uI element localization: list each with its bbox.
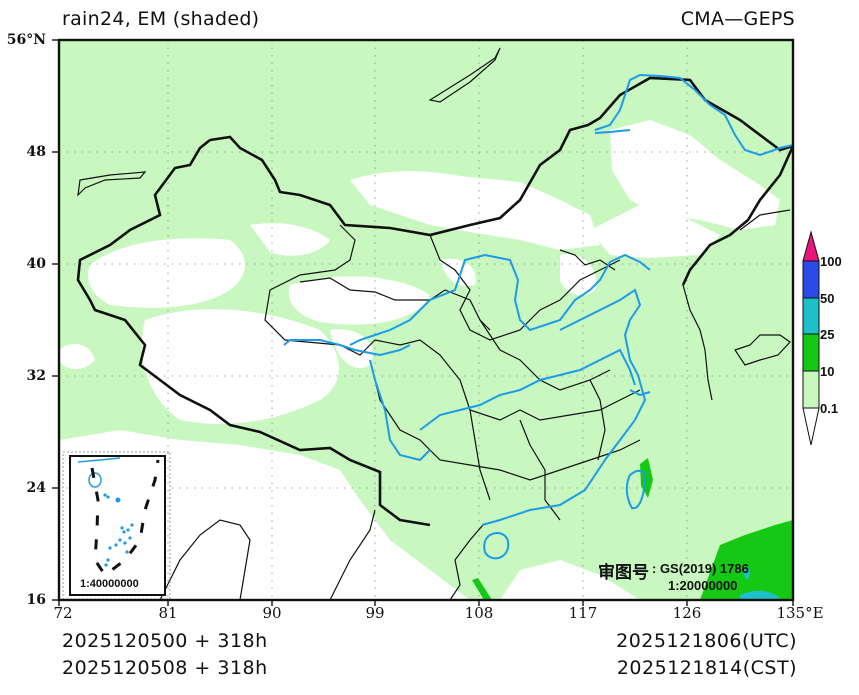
y-tick-24: 24 (26, 480, 46, 496)
tick-marks (52, 39, 794, 606)
map-review-label: 审图号 (598, 563, 649, 583)
chart-title: rain24, EM (shaded) (62, 8, 260, 30)
init-time-utc: 2025120500 + 318h (62, 630, 268, 652)
x-tick-81: 81 (158, 604, 178, 622)
colorbar-label-10: 10 (820, 364, 835, 379)
x-tick-90: 90 (262, 604, 282, 622)
init-time-cst: 2025120508 + 318h (62, 657, 268, 679)
y-tick-48: 48 (26, 144, 46, 160)
colorbar-label-25: 25 (820, 327, 835, 342)
colorbar (802, 230, 820, 446)
main-scale: 1:20000000 (668, 578, 738, 593)
y-tick-56: 56°N (6, 32, 46, 48)
y-tick-32: 32 (26, 368, 46, 384)
model-name: CMA—GEPS (680, 8, 795, 30)
map-review-number: : GS(2019) 1786 (652, 561, 749, 576)
y-tick-16: 16 (26, 592, 46, 608)
x-tick-135: 135°E (776, 604, 824, 622)
x-tick-108: 108 (464, 604, 494, 622)
x-tick-117: 117 (568, 604, 598, 622)
colorbar-label-50: 50 (820, 291, 835, 306)
x-tick-126: 126 (672, 604, 702, 622)
valid-time-cst: 2025121814(CST) (616, 657, 797, 679)
inset-scale: 1:40000000 (80, 578, 139, 590)
plot-frame (57, 38, 795, 602)
colorbar-label-0-1: 0.1 (820, 401, 839, 416)
boundaries (76, 47, 793, 600)
y-tick-40: 40 (26, 256, 46, 272)
x-tick-72: 72 (53, 604, 73, 622)
x-tick-99: 99 (365, 604, 385, 622)
rivers-coastline (86, 73, 793, 560)
south-china-sea-inset (62, 451, 171, 600)
colorbar-label-100: 100 (820, 254, 842, 269)
valid-time-utc: 2025121806(UTC) (616, 630, 797, 652)
